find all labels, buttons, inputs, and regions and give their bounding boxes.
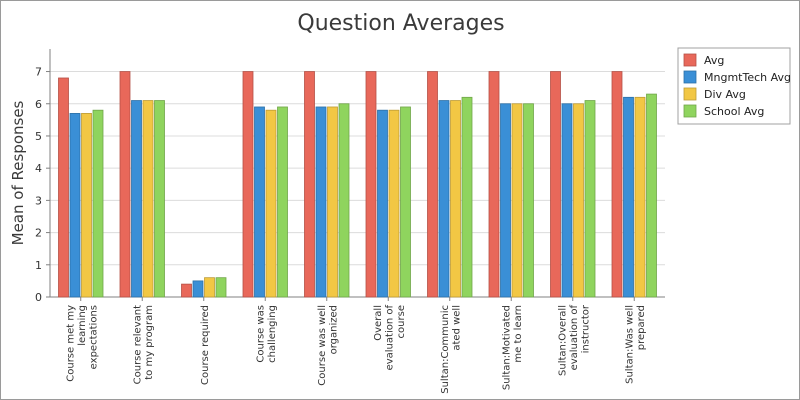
bar-mngmttech-avg	[500, 103, 511, 298]
legend-label: Div Avg	[704, 88, 746, 101]
x-category-label: Sultan:Overallevaluation ofinstructor	[557, 304, 591, 376]
bar-div-avg	[81, 113, 92, 298]
legend-swatch	[683, 104, 697, 118]
x-category-label: Course relevantto my program	[133, 305, 156, 384]
bar-mngmttech-avg	[315, 106, 327, 298]
bar-avg	[242, 71, 254, 298]
bar-avg	[427, 71, 438, 298]
bar-avg	[550, 71, 561, 298]
bar-div-avg	[388, 109, 400, 298]
x-category-label: Sultan:Motivatedme to learn	[502, 305, 525, 390]
y-tick-label: 2	[35, 227, 42, 240]
x-category-label: Course met mylearningexpectations	[65, 305, 99, 382]
bar-div-avg	[204, 277, 215, 298]
bar-avg	[304, 71, 315, 298]
x-category-label: Course waschallenging	[256, 305, 279, 363]
bar-div-avg	[511, 103, 523, 298]
bar-school-avg	[584, 100, 596, 298]
bar-div-avg	[142, 100, 154, 298]
bar-mngmttech-avg	[623, 96, 634, 298]
bar-mngmttech-avg	[192, 280, 204, 298]
bar-mngmttech-avg	[131, 100, 142, 298]
bar-school-avg	[338, 103, 350, 298]
bar-mngmttech-avg	[377, 109, 388, 298]
bar-school-avg	[92, 109, 104, 298]
x-category-label: Overallevaluation ofcourse	[373, 305, 407, 371]
bar-div-avg	[327, 106, 338, 298]
bar-div-avg	[573, 103, 584, 298]
y-tick-label: 6	[35, 98, 42, 111]
y-tick-label: 4	[35, 162, 42, 175]
bar-avg	[181, 283, 192, 298]
bar-avg	[58, 77, 69, 298]
bar-school-avg	[215, 277, 227, 298]
legend-swatch	[683, 70, 697, 84]
y-tick-label: 3	[35, 194, 42, 207]
x-category-label: Course required	[200, 305, 211, 385]
bar-mngmttech-avg	[254, 106, 265, 298]
bar-school-avg	[523, 103, 534, 298]
y-tick-label: 7	[35, 66, 42, 79]
bar-school-avg	[400, 106, 411, 298]
bar-mngmttech-avg	[561, 103, 573, 298]
bar-mngmttech-avg	[438, 100, 450, 298]
bar-avg	[119, 71, 131, 298]
chart-title: Question Averages	[297, 11, 504, 36]
legend-box	[677, 47, 791, 125]
bar-div-avg	[634, 96, 646, 298]
legend-swatch	[683, 53, 697, 67]
legend-label: Avg	[704, 54, 724, 67]
bar-school-avg	[461, 96, 473, 298]
y-tick-label: 1	[35, 259, 42, 272]
bar-div-avg	[450, 100, 461, 298]
bar-school-avg	[646, 93, 657, 298]
bar-school-avg	[277, 106, 288, 298]
bar-avg	[488, 71, 500, 298]
x-category-label: Sultan:Was wellprepared	[625, 305, 648, 384]
y-axis-label: Mean of Responses	[9, 100, 27, 245]
legend-label: MngmtTech Avg	[704, 71, 791, 84]
bar-avg	[611, 71, 623, 298]
bar-div-avg	[265, 109, 277, 298]
y-tick-label: 0	[35, 291, 42, 304]
x-category-label: Sultan:Communicated well	[440, 305, 463, 394]
legend-label: School Avg	[704, 105, 764, 118]
y-tick-label: 5	[35, 130, 42, 143]
x-category-label: Course was wellorganized	[317, 305, 340, 386]
bar-avg	[365, 71, 377, 298]
bar-mngmttech-avg	[69, 113, 81, 298]
bar-school-avg	[154, 100, 165, 298]
legend-swatch	[683, 87, 697, 101]
